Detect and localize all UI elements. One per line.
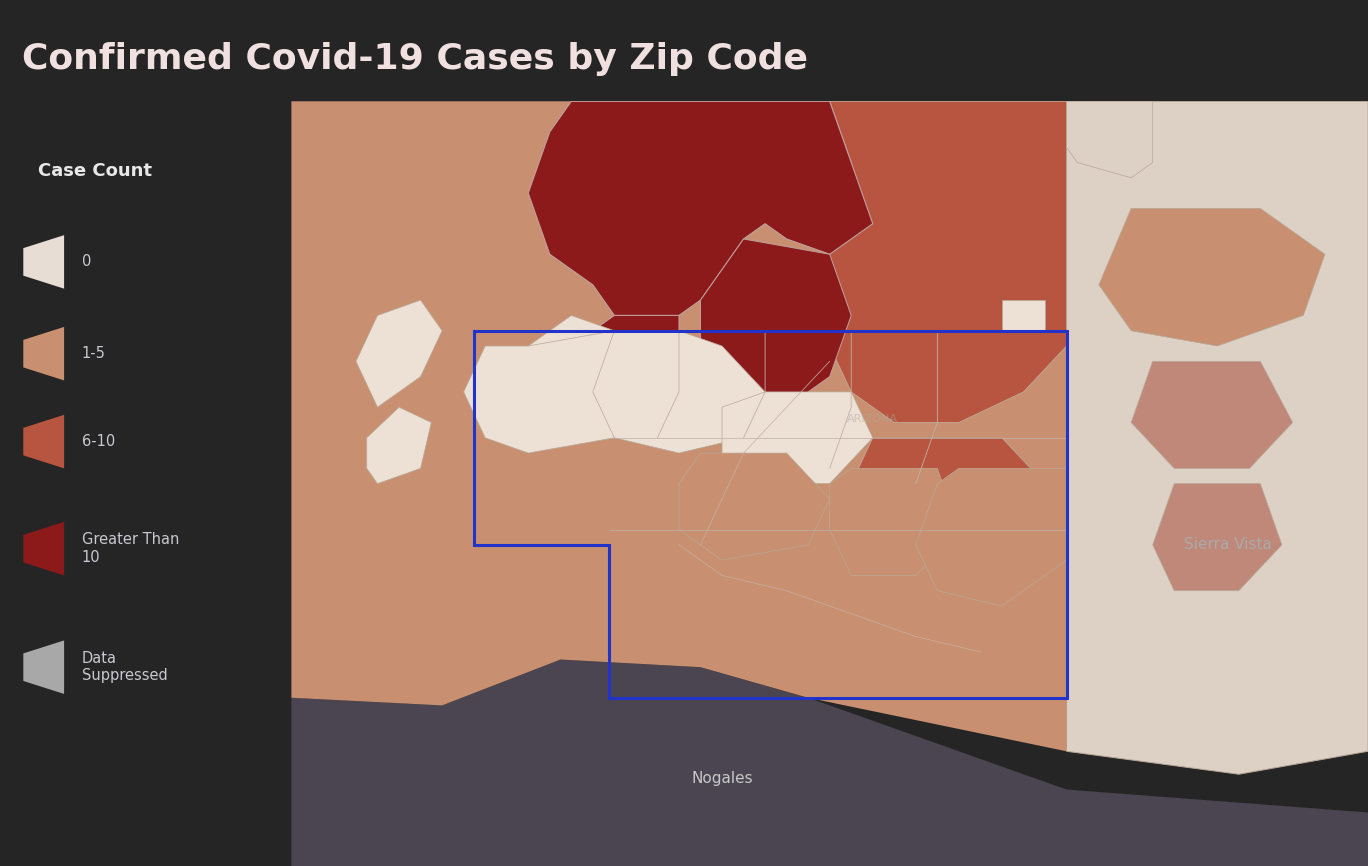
Text: Sierra Vista: Sierra Vista [1185, 537, 1272, 553]
Polygon shape [915, 469, 1067, 606]
Text: Greater Than
10: Greater Than 10 [82, 533, 179, 565]
Polygon shape [1067, 101, 1368, 774]
Polygon shape [23, 522, 64, 575]
Text: 6-10: 6-10 [82, 434, 115, 449]
Polygon shape [23, 415, 64, 469]
Polygon shape [23, 236, 64, 288]
Polygon shape [679, 453, 829, 560]
Text: Confirmed Covid-19 Cases by Zip Code: Confirmed Covid-19 Cases by Zip Code [22, 42, 808, 75]
Polygon shape [291, 660, 1368, 866]
Text: Case Count: Case Count [38, 163, 152, 180]
Polygon shape [23, 641, 64, 694]
Polygon shape [1153, 483, 1282, 591]
Polygon shape [581, 315, 679, 438]
Text: Nogales: Nogales [691, 771, 752, 785]
Polygon shape [23, 326, 64, 380]
Polygon shape [528, 315, 679, 438]
Polygon shape [851, 438, 1045, 545]
Polygon shape [528, 101, 873, 315]
Polygon shape [356, 301, 442, 407]
Text: 0: 0 [82, 255, 90, 269]
Polygon shape [592, 331, 765, 453]
Polygon shape [1067, 101, 1153, 178]
Polygon shape [700, 239, 851, 407]
Polygon shape [464, 331, 636, 453]
Text: 1-5: 1-5 [82, 346, 105, 361]
Polygon shape [722, 392, 873, 483]
Polygon shape [367, 407, 431, 483]
Text: ARIZONA: ARIZONA [847, 414, 899, 423]
Polygon shape [1131, 361, 1293, 469]
Polygon shape [1099, 209, 1326, 346]
Polygon shape [829, 101, 1067, 423]
Polygon shape [291, 101, 1067, 752]
Polygon shape [1001, 301, 1045, 331]
Text: Data
Suppressed: Data Suppressed [82, 651, 167, 683]
Polygon shape [829, 469, 959, 575]
